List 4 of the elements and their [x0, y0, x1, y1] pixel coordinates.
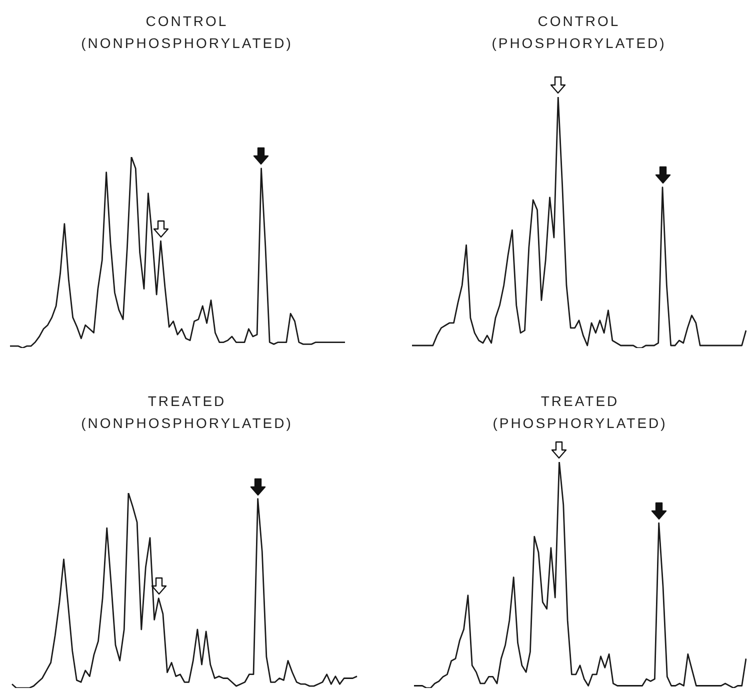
chart-title: TREATED (NONPHOSPHORYLATED) — [80, 392, 294, 433]
chart-title: CONTROL (PHOSPHORYLATED) — [490, 12, 668, 53]
chart-title: CONTROL (NONPHOSPHORYLATED) — [80, 12, 294, 53]
chart-title: TREATED (PHOSPHORYLATED) — [492, 392, 668, 433]
